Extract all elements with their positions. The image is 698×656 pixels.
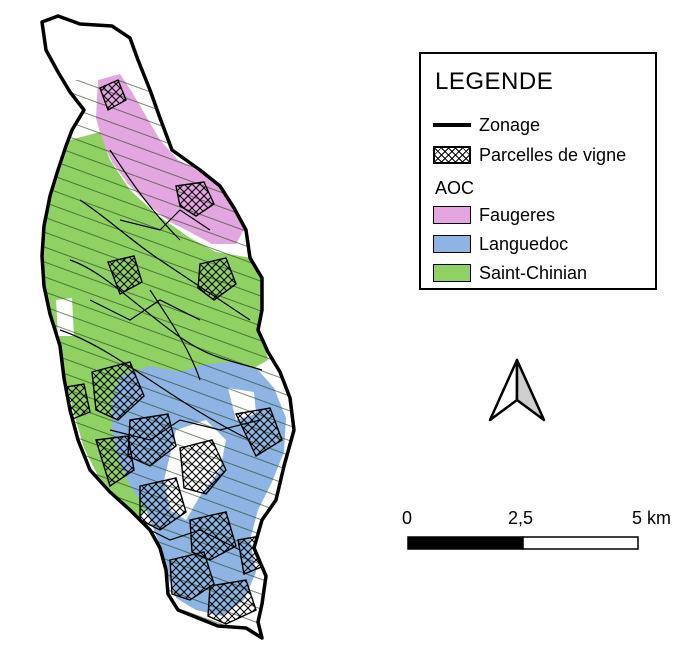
legend-label-zonage: Zonage xyxy=(479,114,541,135)
vine-parcels xyxy=(59,79,283,625)
legend-label-saint-chinian: Saint-Chinian xyxy=(479,262,588,283)
north-arrow-icon xyxy=(488,358,546,422)
scale-label-5km: 5 km xyxy=(632,508,672,528)
zone-map xyxy=(40,14,296,640)
hatch-symbol-icon xyxy=(433,146,471,164)
line-symbol-icon xyxy=(433,123,471,127)
scale-bar xyxy=(407,536,639,550)
legend-aoc-header: AOC xyxy=(435,178,475,198)
scale-label-0: 0 xyxy=(402,508,413,528)
legend-item-saint-chinian: Saint-Chinian xyxy=(433,262,587,284)
legend-item-zonage: Zonage xyxy=(433,114,540,136)
swatch-languedoc xyxy=(433,235,471,253)
legend-item-languedoc: Languedoc xyxy=(433,233,568,255)
legend-title: LEGENDE xyxy=(435,68,554,95)
legend-label-languedoc: Languedoc xyxy=(479,233,569,254)
legend-label-faugeres: Faugeres xyxy=(479,204,556,225)
swatch-faugeres xyxy=(433,206,471,224)
legend-item-faugeres: Faugeres xyxy=(433,204,555,226)
legend-label-parcelles: Parcelles de vigne xyxy=(479,144,627,165)
swatch-saint-chinian xyxy=(433,264,471,282)
legend: LEGENDE Zonage Parcelles de vigne AOC Fa… xyxy=(419,52,657,290)
legend-item-parcelles: Parcelles de vigne xyxy=(433,144,626,166)
scale-label-2-5: 2,5 xyxy=(508,508,534,528)
